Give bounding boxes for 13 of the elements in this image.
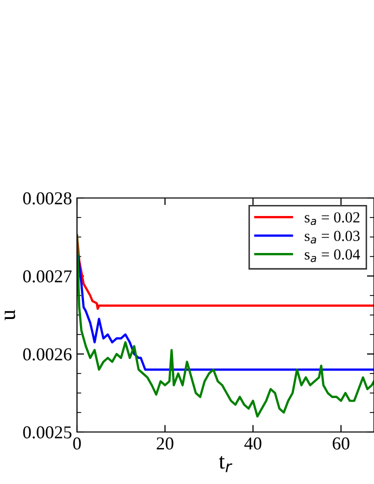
y-axis-title: u [4, 310, 16, 320]
x-tick-label: 40 [244, 437, 262, 450]
legend-label: s$_{a}$ = 0.02 [304, 212, 360, 226]
y-tick-label: 0.0025 [23, 426, 72, 439]
y-tick-label: 0.0026 [23, 348, 72, 361]
legend-label: s$_{a}$ = 0.04 [304, 249, 360, 262]
y-tick-label: 0.0028 [23, 192, 72, 205]
x-tick-label: 20 [156, 437, 174, 450]
y-tick-label: 0.0027 [23, 270, 72, 283]
x-tick-label: 60 [332, 437, 350, 450]
x-tick-label: 0 [73, 437, 81, 450]
legend-label: s$_{a}$ = 0.03 [304, 230, 360, 244]
x-axis-title: t$_{r}$ [218, 456, 232, 472]
